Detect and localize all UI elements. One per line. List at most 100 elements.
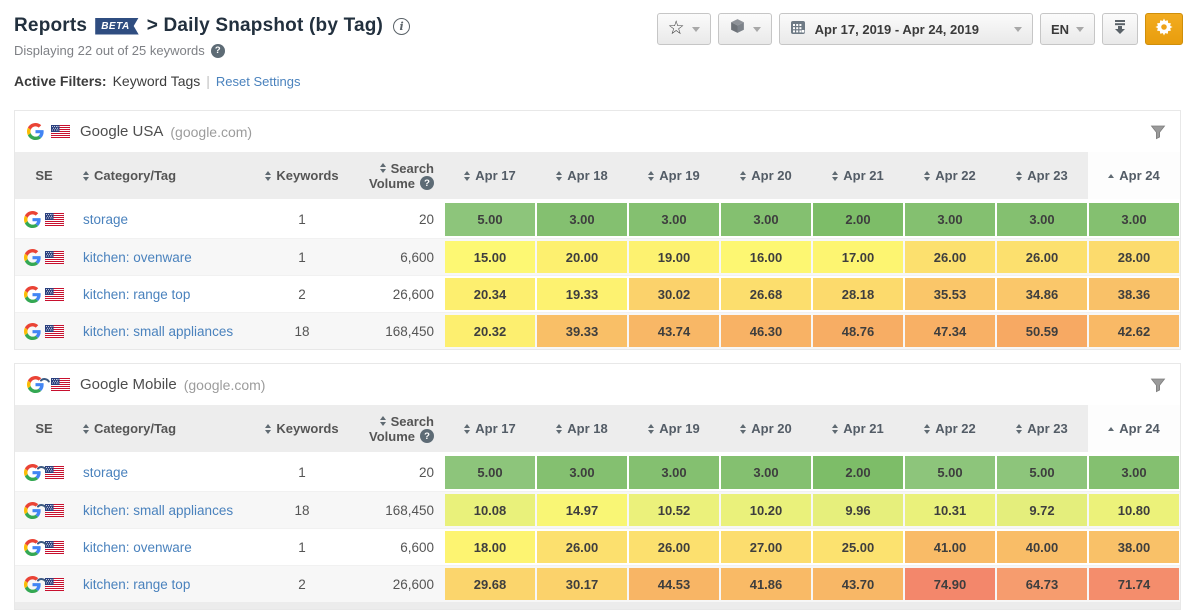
chevron-down-icon — [1076, 26, 1084, 32]
column-header-keywords[interactable]: Keywords — [257, 152, 347, 199]
category-tag-link[interactable]: kitchen: range top — [83, 576, 191, 592]
column-header-date[interactable]: Apr 23 — [996, 405, 1088, 452]
google-mobile-icon — [24, 538, 47, 556]
table-row: storage 1 20 5.00 3.00 3.00 3.00 2.00 3.00 3.00 3.… — [15, 201, 1180, 238]
rank-cell: 46.30 — [720, 313, 812, 349]
column-header-date[interactable]: Apr 18 — [536, 405, 628, 452]
category-tag-link[interactable]: kitchen: ovenware — [83, 539, 192, 555]
column-header-date[interactable]: Apr 21 — [812, 152, 904, 199]
google-icon — [24, 322, 41, 340]
column-header-date[interactable]: Apr 18 — [536, 152, 628, 199]
column-header-date[interactable]: Apr 17 — [444, 405, 536, 452]
keywords-count: 1 — [298, 249, 306, 265]
help-icon[interactable]: ? — [210, 43, 225, 58]
column-header-date[interactable]: Apr 20 — [720, 152, 812, 199]
sort-icon — [464, 170, 471, 181]
rank-cell: 43.70 — [812, 566, 904, 602]
favorites-button[interactable]: ☆ — [656, 13, 711, 45]
column-header-date[interactable]: Apr 22 — [904, 152, 996, 199]
toolbar: ☆ Apr 17, 2019 - Apr 24, 2019 EN — [656, 13, 1183, 45]
rank-cell: 19.33 — [536, 276, 628, 312]
sort-icon — [464, 423, 471, 434]
category-tag-link[interactable]: kitchen: small appliances — [83, 323, 234, 339]
column-header-date[interactable]: Apr 21 — [812, 405, 904, 452]
column-header-date[interactable]: Apr 24 — [1088, 405, 1180, 452]
rank-cell: 3.00 — [720, 454, 812, 491]
column-header-keywords[interactable]: Keywords — [257, 405, 347, 452]
export-download-button[interactable] — [1102, 13, 1138, 45]
se-cell — [15, 566, 73, 602]
language-selector[interactable]: EN — [1039, 13, 1095, 45]
download-icon — [1112, 19, 1128, 40]
rank-cell: 15.00 — [444, 239, 536, 275]
sort-asc-icon — [1108, 426, 1115, 431]
search-volume: 20 — [418, 212, 434, 227]
sort-icon — [832, 170, 839, 181]
rank-cell: 3.00 — [628, 201, 720, 238]
category-tag-link[interactable]: kitchen: small appliances — [83, 502, 234, 518]
us-flag-icon — [45, 213, 64, 226]
us-flag-icon — [45, 250, 64, 264]
column-header-category[interactable]: Category/Tag — [73, 405, 257, 452]
mobile-signal-icon — [37, 460, 47, 478]
help-icon[interactable]: ? — [420, 429, 434, 443]
rank-cell: 39.33 — [536, 313, 628, 349]
rank-cell: 30.17 — [536, 566, 628, 602]
sort-icon — [556, 423, 563, 434]
category-tag-link[interactable]: kitchen: ovenware — [83, 249, 192, 265]
column-header-date[interactable]: Apr 20 — [720, 405, 812, 452]
reset-settings-link[interactable]: Reset Settings — [215, 73, 301, 89]
us-flag-icon — [45, 324, 64, 338]
category-tag-link[interactable]: storage — [83, 212, 129, 227]
search-volume: 6,600 — [400, 249, 434, 265]
google-mobile-icon — [24, 575, 47, 593]
keywords-count: 18 — [294, 502, 310, 518]
date-range-picker[interactable]: Apr 17, 2019 - Apr 24, 2019 — [778, 13, 1033, 45]
column-header-date[interactable]: Apr 23 — [996, 152, 1088, 199]
rank-cell: 2.00 — [812, 454, 904, 491]
category-tag-link[interactable]: kitchen: range top — [83, 286, 191, 302]
keywords-count: 18 — [294, 323, 310, 339]
rank-cell: 43.74 — [628, 313, 720, 349]
filter-icon[interactable] — [1150, 124, 1166, 140]
column-header-date[interactable]: Apr 19 — [628, 152, 720, 199]
column-header-date[interactable]: Apr 17 — [444, 152, 536, 199]
rank-cell: 35.53 — [904, 276, 996, 312]
rank-cell: 10.20 — [720, 492, 812, 528]
settings-button[interactable] — [1145, 13, 1183, 45]
table-header-row: SE Category/Tag Keywords Search Volume? Apr 1… — [15, 152, 1180, 199]
column-header-category[interactable]: Category/Tag — [73, 152, 257, 199]
rank-cell: 3.00 — [720, 201, 812, 238]
sort-icon — [924, 423, 931, 434]
sort-icon — [265, 423, 272, 434]
rank-cell: 16.00 — [720, 239, 812, 275]
filter-icon[interactable] — [1150, 377, 1166, 393]
chevron-down-icon — [691, 26, 700, 32]
report-table-google: Google USA (google.com) SE Category/Tag Keyw… — [14, 110, 1181, 350]
rank-cell: 10.80 — [1088, 492, 1180, 528]
google-mobile-icon — [24, 464, 47, 481]
us-flag-icon — [45, 577, 64, 591]
reports-package-button[interactable] — [717, 13, 772, 45]
column-header-search-volume[interactable]: Search Volume? — [369, 160, 434, 191]
sort-icon — [1016, 170, 1023, 181]
help-icon[interactable]: ? — [420, 176, 434, 190]
column-header-search-volume[interactable]: Search Volume? — [369, 413, 434, 444]
se-cell — [15, 492, 73, 528]
category-tag-link[interactable]: storage — [83, 465, 129, 480]
sort-icon — [265, 170, 272, 181]
column-header-date[interactable]: Apr 22 — [904, 405, 996, 452]
se-cell — [15, 454, 73, 491]
rank-cell: 48.76 — [812, 313, 904, 349]
search-engine-name: Google Mobile — [80, 376, 177, 393]
table-row: kitchen: ovenware 1 6,600 18.00 26.00 26.00 27… — [15, 528, 1180, 565]
column-header-date[interactable]: Apr 24 — [1088, 152, 1180, 199]
se-cell — [15, 529, 73, 565]
rank-cell: 20.32 — [444, 313, 536, 349]
column-header-date[interactable]: Apr 19 — [628, 405, 720, 452]
info-icon[interactable]: i — [393, 17, 411, 35]
google-mobile-icon — [24, 501, 47, 519]
rank-cell: 26.00 — [536, 529, 628, 565]
keyword-count-text: Displaying 22 out of 25 keywords — [14, 43, 205, 58]
rank-cell: 3.00 — [536, 454, 628, 491]
